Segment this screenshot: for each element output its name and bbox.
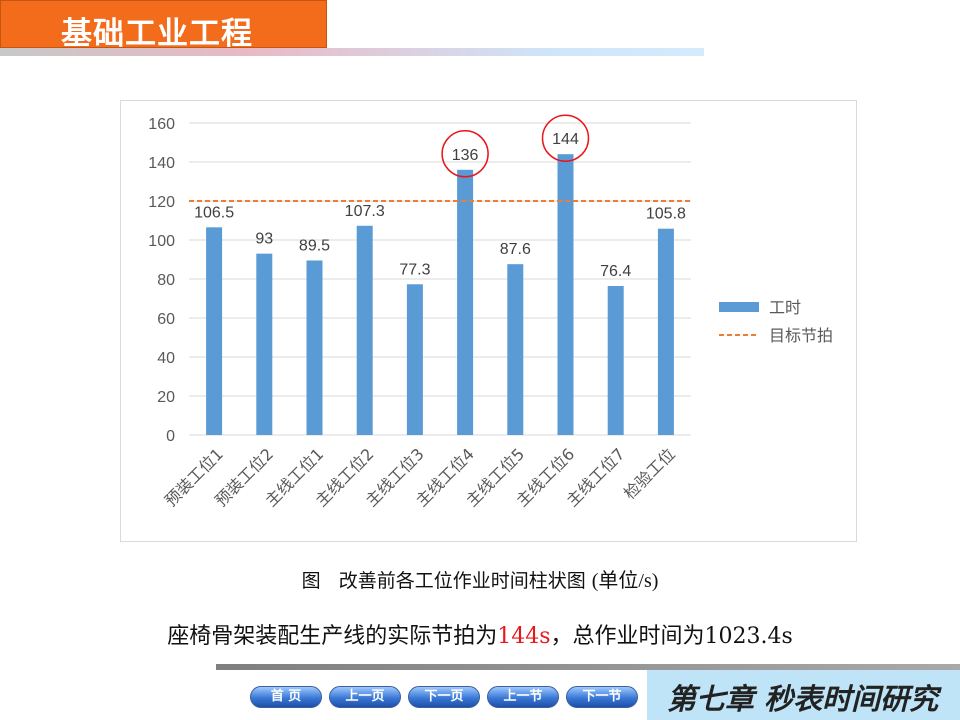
bar (457, 169, 474, 436)
home-button[interactable]: 首 页 (250, 686, 322, 708)
highlight-circle (541, 114, 590, 162)
bar (356, 225, 373, 435)
y-tick-label: 140 (148, 155, 175, 172)
data-label: 76.4 (600, 263, 631, 280)
next-page-button[interactable]: 下一页 (408, 686, 480, 708)
y-tick-label: 120 (148, 194, 175, 211)
bar (206, 227, 223, 435)
bar (507, 264, 524, 435)
caption-text: 改善前各工位作业时间柱状图 (338, 570, 586, 592)
summary-text: 座椅骨架装配生产线的实际节拍为144s，总作业时间为1023.4s (0, 618, 960, 650)
y-tick-label: 80 (157, 272, 175, 289)
data-label: 105.8 (646, 206, 686, 223)
bar (607, 286, 624, 435)
bar (657, 228, 674, 435)
y-tick-label: 40 (157, 350, 175, 367)
title-box: 基础工业工程 (0, 0, 327, 52)
data-label: 144 (552, 131, 579, 148)
title-underline (0, 48, 704, 56)
legend-label-target: 目标节拍 (769, 326, 833, 345)
summary-highlight: 144s (497, 624, 551, 649)
data-label: 93 (255, 231, 273, 248)
data-label: 89.5 (299, 237, 330, 254)
summary-part1: 座椅骨架装配生产线的实际节拍为 (167, 624, 498, 649)
prev-page-button[interactable]: 上一页 (329, 686, 401, 708)
caption-unit: (单位/s) (591, 570, 659, 592)
footer-divider (216, 664, 960, 670)
page-title: 基础工业工程 (61, 16, 253, 52)
highlight-circle (441, 130, 489, 178)
bar (406, 284, 423, 435)
y-tick-label: 160 (148, 116, 175, 133)
chart-caption: 图 改善前各工位作业时间柱状图 (单位/s) (0, 564, 960, 593)
prev-section-button[interactable]: 上一节 (487, 686, 559, 708)
chapter-box: 第七章 秒表时间研究 (647, 670, 960, 720)
y-tick-label: 100 (148, 233, 175, 250)
data-label: 107.3 (345, 203, 385, 220)
data-label: 136 (452, 147, 479, 164)
bar-chart: 0 20 40 60 80 100 120 140 160 106.5 93 89.5 107.3 77.… (148, 114, 833, 510)
caption-prefix: 图 (301, 570, 321, 592)
data-label: 87.6 (500, 241, 531, 258)
y-tick-label: 0 (166, 428, 175, 445)
bar (256, 253, 273, 435)
data-label: 106.5 (194, 204, 234, 221)
chapter-title: 第七章 秒表时间研究 (667, 682, 939, 716)
bar (306, 260, 323, 435)
x-tick-label: 检验工位 (620, 444, 679, 503)
chart-frame: 0 20 40 60 80 100 120 140 160 106.5 93 89.5 107.3 77.… (120, 100, 857, 542)
legend-label-bar: 工时 (769, 298, 801, 317)
y-tick-label: 60 (157, 311, 175, 328)
data-label: 77.3 (399, 261, 430, 278)
y-tick-label: 20 (157, 389, 175, 406)
bar (557, 154, 574, 435)
summary-part2: ，总作业时间为1023.4s (550, 624, 793, 649)
legend-swatch-bar (719, 302, 759, 312)
next-section-button[interactable]: 下一节 (566, 686, 638, 708)
